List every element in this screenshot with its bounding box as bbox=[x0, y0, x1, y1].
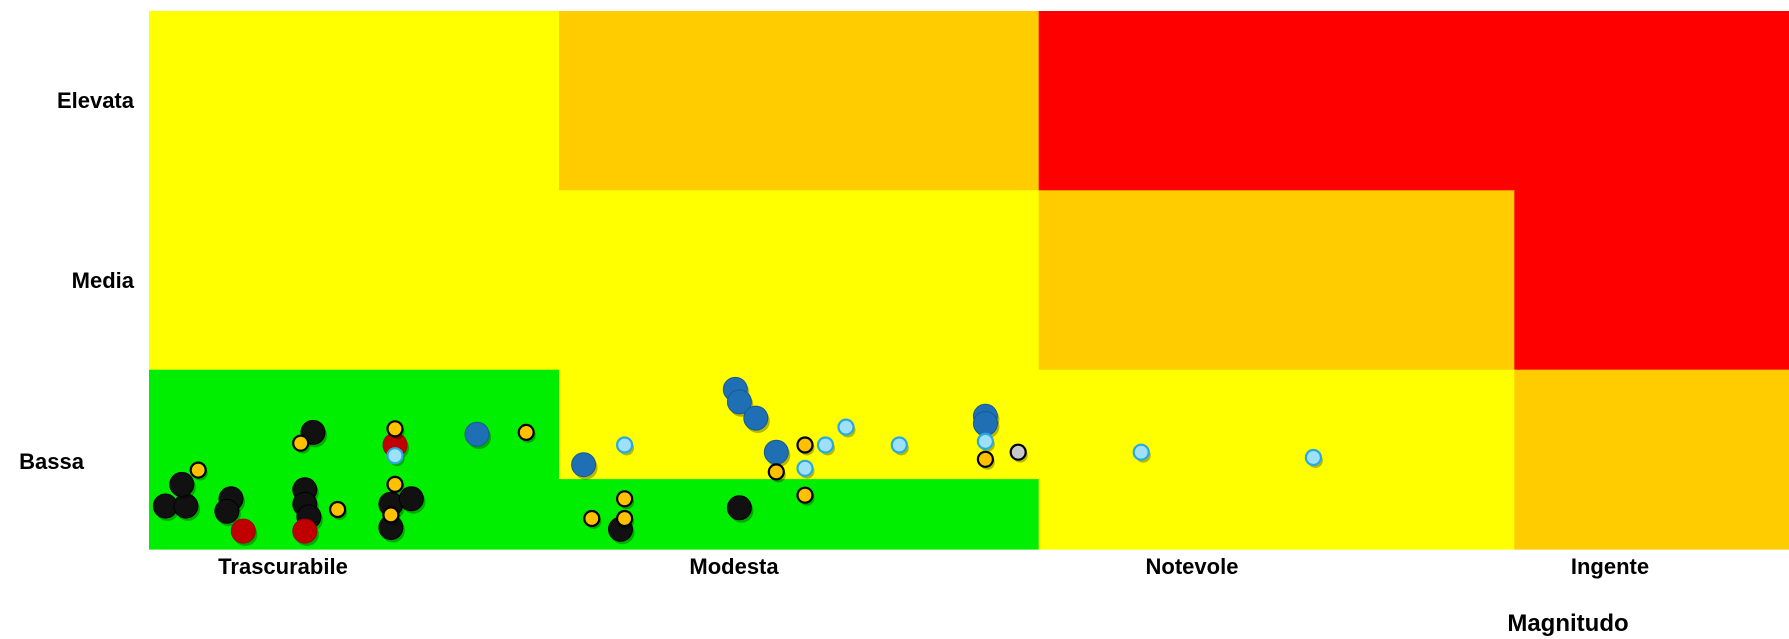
data-point-orange bbox=[796, 486, 815, 506]
data-point-blue bbox=[571, 452, 598, 480]
data-point-lightblue bbox=[837, 418, 856, 438]
data-point-red bbox=[230, 518, 258, 547]
data-point-orange bbox=[517, 423, 536, 443]
risk-zone-orange bbox=[1514, 369, 1789, 550]
data-point-orange bbox=[976, 450, 995, 470]
risk-zone-orange bbox=[1038, 190, 1515, 371]
data-point-black bbox=[726, 495, 754, 523]
points-layer bbox=[152, 376, 1323, 547]
x-axis-title: Magnitudo bbox=[1507, 610, 1628, 637]
data-point-lightblue bbox=[386, 447, 405, 467]
data-point-red bbox=[292, 518, 319, 547]
data-point-black bbox=[152, 493, 180, 521]
data-point-black bbox=[378, 515, 405, 543]
risk-zone-yellow bbox=[559, 190, 1040, 371]
x-tick-label-ingente: Ingente bbox=[1571, 554, 1649, 579]
x-tick-label-modesta: Modesta bbox=[689, 554, 779, 579]
risk-zone-yellow bbox=[149, 190, 560, 371]
data-point-lightblue bbox=[615, 436, 635, 456]
data-point-orange bbox=[386, 420, 405, 440]
risk-zone-orange bbox=[559, 11, 1040, 191]
risk-zone-yellow bbox=[1038, 369, 1515, 550]
data-point-lightblue bbox=[890, 436, 909, 456]
zones-layer bbox=[149, 11, 1789, 550]
data-point-orange bbox=[292, 434, 311, 454]
data-point-blue bbox=[743, 405, 770, 434]
data-point-orange bbox=[189, 461, 208, 481]
data-point-orange bbox=[386, 475, 405, 495]
data-point-black bbox=[169, 471, 196, 500]
risk-zone-red bbox=[1514, 190, 1789, 371]
risk-zone-yellow bbox=[149, 11, 560, 191]
y-tick-label-media: Media bbox=[72, 268, 135, 293]
data-point-lightblue bbox=[1304, 448, 1323, 468]
y-tick-label-bassa: Bassa bbox=[19, 449, 85, 474]
data-point-orange bbox=[329, 500, 348, 520]
data-point-black bbox=[173, 493, 200, 521]
data-point-blue bbox=[763, 439, 791, 468]
data-point-lightblue bbox=[1132, 443, 1151, 463]
data-point-orange bbox=[767, 463, 786, 483]
risk-zone-red bbox=[1038, 11, 1789, 191]
data-point-black bbox=[214, 498, 241, 527]
data-point-orange bbox=[796, 436, 815, 456]
y-tick-label-elevata: Elevata bbox=[57, 88, 135, 113]
data-point-lightblue bbox=[796, 459, 815, 479]
labels-layer: Elevata Media Bassa Trascurabile Modesta… bbox=[19, 88, 1649, 637]
data-point-lightblue bbox=[976, 432, 995, 452]
data-point-black bbox=[398, 486, 426, 514]
data-point-orange bbox=[615, 490, 635, 510]
data-point-blue bbox=[464, 421, 491, 450]
x-tick-label-notevole: Notevole bbox=[1146, 554, 1239, 579]
data-point-orange bbox=[382, 506, 401, 526]
x-tick-label-trascurabile: Trascurabile bbox=[218, 554, 348, 579]
data-point-orange bbox=[583, 509, 602, 529]
data-point-orange bbox=[615, 509, 635, 529]
data-point-gray bbox=[1009, 443, 1028, 463]
risk-zone-green bbox=[149, 369, 560, 550]
data-point-lightblue bbox=[816, 436, 835, 456]
